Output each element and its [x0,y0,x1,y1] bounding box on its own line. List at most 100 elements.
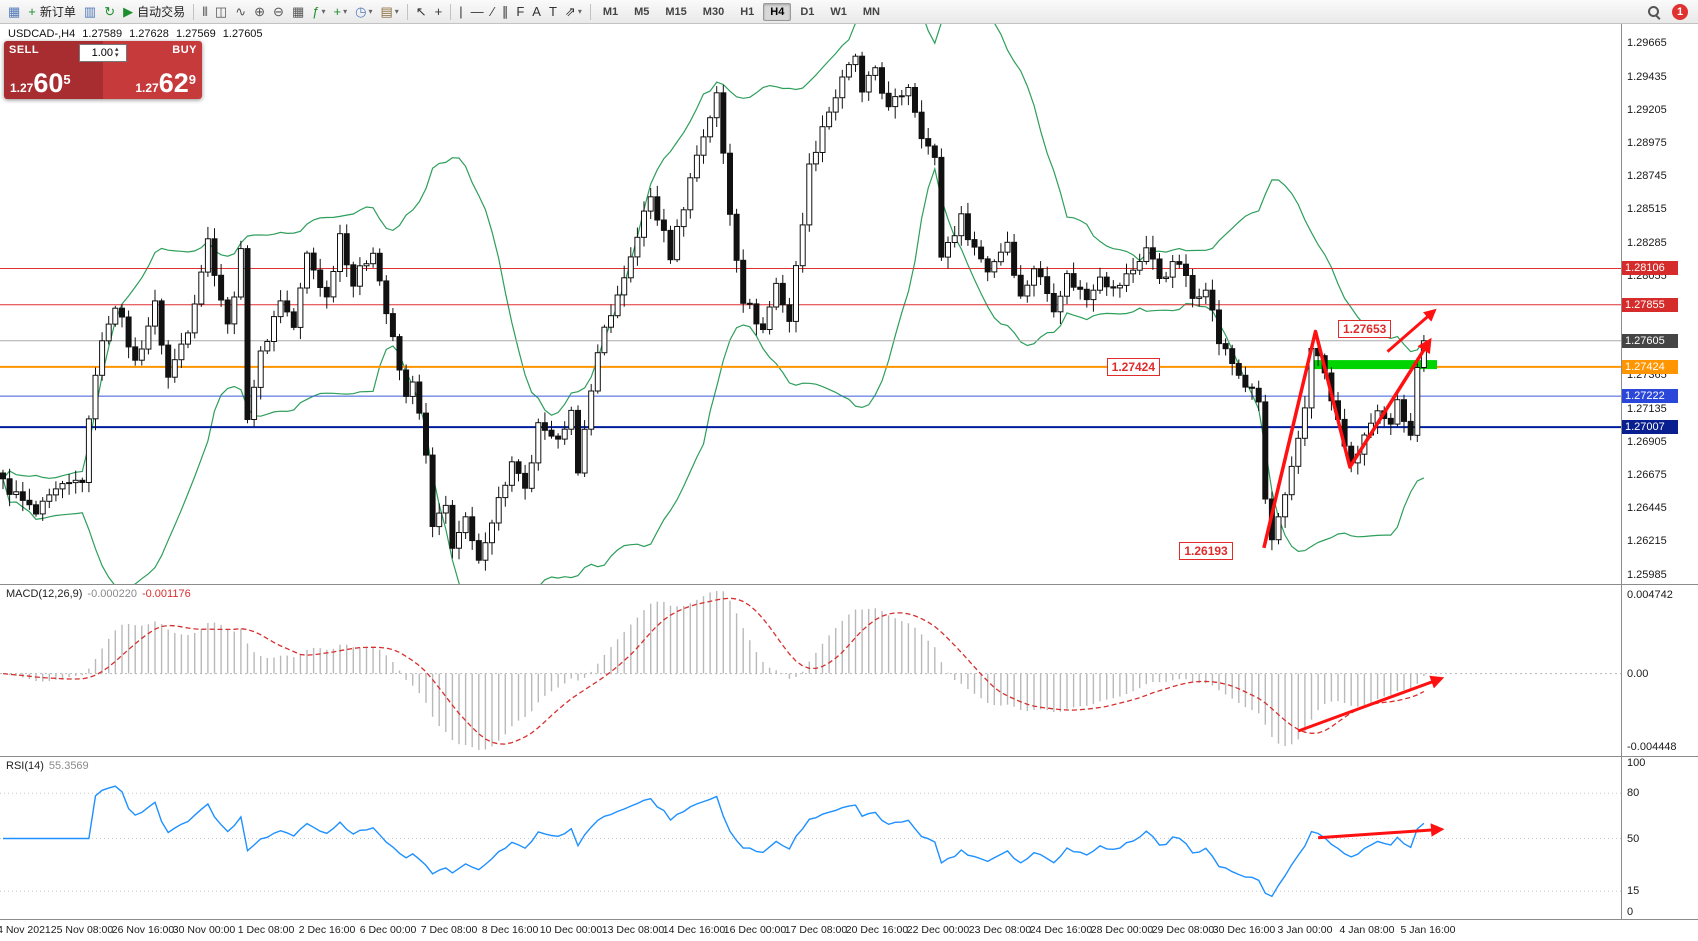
search-icon[interactable] [1646,4,1662,20]
dropdown-arrow-icon[interactable]: ▾ [577,7,582,16]
zoom-in-icon[interactable]: ⊕ [251,2,268,22]
line-chart-icon[interactable]: ∿ [232,2,249,22]
price-axis-label: 1.28745 [1627,170,1667,182]
text-icon[interactable]: A [529,2,544,22]
trendline-icon[interactable]: ∕ [489,2,497,22]
time-axis-label: 29 Dec 08:00 [1151,924,1215,936]
vertical-line-icon[interactable]: | [456,2,465,22]
dropdown-arrow-icon[interactable]: ▾ [321,7,326,16]
fibonacci-icon: F [516,3,525,19]
arrows-icon[interactable]: ⇗ ▾ [562,2,585,22]
autotrading-button-label: 自动交易 [137,5,186,19]
rsi-panel: RSI(14) 55.3569 100 80 50 15 0 [0,756,1698,919]
autotrading-icon: ▶ [123,3,134,19]
rsi-canvas[interactable] [0,757,1622,920]
templates-icon[interactable]: ▤ ▾ [377,2,401,22]
price-scale-macd[interactable]: 0.004742 0.00 -0.004448 [1621,585,1698,756]
notification-badge[interactable]: 1 [1672,3,1688,20]
timeframe-d1-button[interactable]: D1 [800,5,815,18]
indicator-axis-label: 15 [1627,885,1640,897]
macd-canvas[interactable] [0,585,1622,757]
time-axis-label: 30 Nov 00:00 [172,924,236,936]
dropdown-arrow-icon[interactable]: ▾ [368,7,373,16]
price-tag: 1.27222 [1622,389,1678,403]
channel-icon[interactable]: ∥ [499,2,512,22]
timeframe-m15-button[interactable]: M15 [665,5,687,18]
trendline-icon: ∕ [491,3,494,19]
periods-icon[interactable]: ◷ ▾ [352,2,375,22]
profiles-icon: ▥ [83,3,97,19]
rsi-header: RSI(14) 55.3569 [6,760,89,772]
price-axis-label: 1.29435 [1627,71,1667,83]
new-order-icon: + [28,3,36,19]
volume-field[interactable]: ▴▾ [79,44,127,62]
symbol-title: USDCAD-,H4 [8,28,76,40]
new-chart-button[interactable]: ▦ [5,2,23,22]
price-axis-label: 1.26675 [1627,469,1667,481]
timeframe-w1-button[interactable]: W1 [830,5,847,18]
add-indicator-icon: + [333,3,342,19]
price-axis-label: 1.28515 [1627,203,1667,215]
profiles-button[interactable]: ▥ [81,2,99,22]
label-icon[interactable]: T [546,2,560,22]
periods-icon: ◷ [355,3,367,19]
channel-icon: ∥ [501,3,509,19]
toolbar-right: 1 [1646,3,1694,20]
chart-annotations: 1.27653 1.27424 1.26193 [0,24,1698,584]
dropdown-arrow-icon[interactable]: ▾ [394,7,399,16]
timeframe-mn-button[interactable]: MN [862,5,880,18]
price-scale-rsi[interactable]: 100 80 50 15 0 [1621,757,1698,919]
price-axis-label: 1.28975 [1627,137,1667,149]
new-order-button[interactable]: + 新订单 [25,2,79,22]
new-order-button-label: 新订单 [39,5,76,19]
macd-header: MACD(12,26,9) -0.000220 -0.001176 [6,588,191,600]
line-chart-icon: ∿ [235,3,247,19]
autotrading-button[interactable]: ▶ 自动交易 [120,2,188,22]
price-scale-main[interactable]: 1.29665 1.29435 1.29205 1.28975 1.28745 1.285… [1621,24,1698,584]
volume-decrease-button[interactable]: ▾ [115,52,119,59]
indicators-icon[interactable]: ƒ ▾ [309,2,328,22]
sell-button[interactable]: SELL 1.27605 [4,41,77,99]
crosshair-icon[interactable]: + [432,2,446,22]
timeframe-m1-button[interactable]: M1 [602,5,619,18]
price-tag: 1.27007 [1622,420,1678,434]
text-icon: A [532,3,541,19]
price-tag: 1.27855 [1622,298,1678,312]
price-axis-label: 1.26445 [1627,502,1667,514]
volume-increase-button[interactable]: ▴ [115,46,119,53]
timeframe-h4-button[interactable]: H4 [763,2,792,21]
price-tag: 1.28106 [1622,261,1678,275]
time-axis-label: 24 Dec 16:00 [1029,924,1093,936]
buy-button[interactable]: BUY 1.27629 [129,41,202,99]
horizontal-line-icon[interactable]: — [468,2,487,22]
sell-price: 1.27605 [10,68,71,98]
fibonacci-icon[interactable]: F [513,2,527,22]
chart-ohlc-title: USDCAD-,H4 1.27589 1.27628 1.27569 1.276… [8,28,267,40]
time-axis-label: 2 Dec 16:00 [298,924,356,936]
cursor-icon: ↖ [415,3,427,19]
zoom-out-icon: ⊖ [273,3,284,19]
zoom-in-icon: ⊕ [254,3,266,19]
flag-1-27424[interactable]: 1.27424 [1106,357,1161,376]
flag-1-26193[interactable]: 1.26193 [1179,541,1233,560]
cursor-icon[interactable]: ↖ [413,2,430,22]
tile-windows-icon[interactable]: ▦ [289,2,307,22]
refresh-icon[interactable]: ↻ [101,2,118,22]
volume-input[interactable] [80,47,114,59]
candlestick-chart-icon[interactable]: ◫ [212,2,230,22]
price-axis-label: 1.27135 [1627,403,1667,415]
toolbar: ▦ + 新订单 ▥ ↻ ▶ 自动交易 ||| ◫ ∿ ⊕ ⊖ ▦ ƒ ▾ + ▾ ◷ ▾ ▤ ▾ ↖ + | — ∕ ∥ F A T ⇗ ▾ M… [0,0,1698,24]
dropdown-arrow-icon[interactable]: ▾ [343,7,348,16]
timeframe-m30-button[interactable]: M30 [702,5,725,18]
time-axis-label: 13 Dec 08:00 [601,924,665,936]
add-indicator-icon[interactable]: + ▾ [330,2,350,22]
zoom-out-icon[interactable]: ⊖ [270,2,287,22]
main-chart-canvas[interactable] [0,24,1622,584]
bar-chart-icon[interactable]: ||| [199,2,210,22]
flag-1-27653[interactable]: 1.27653 [1337,319,1392,338]
sell-label: SELL [9,44,40,56]
timeframe-h1-button[interactable]: H1 [740,5,755,18]
volume-section: ▴▾ [77,41,129,99]
timeframe-m5-button[interactable]: M5 [634,5,650,18]
